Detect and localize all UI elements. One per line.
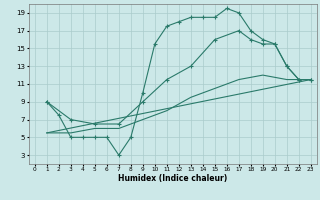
X-axis label: Humidex (Indice chaleur): Humidex (Indice chaleur) [118,174,228,183]
